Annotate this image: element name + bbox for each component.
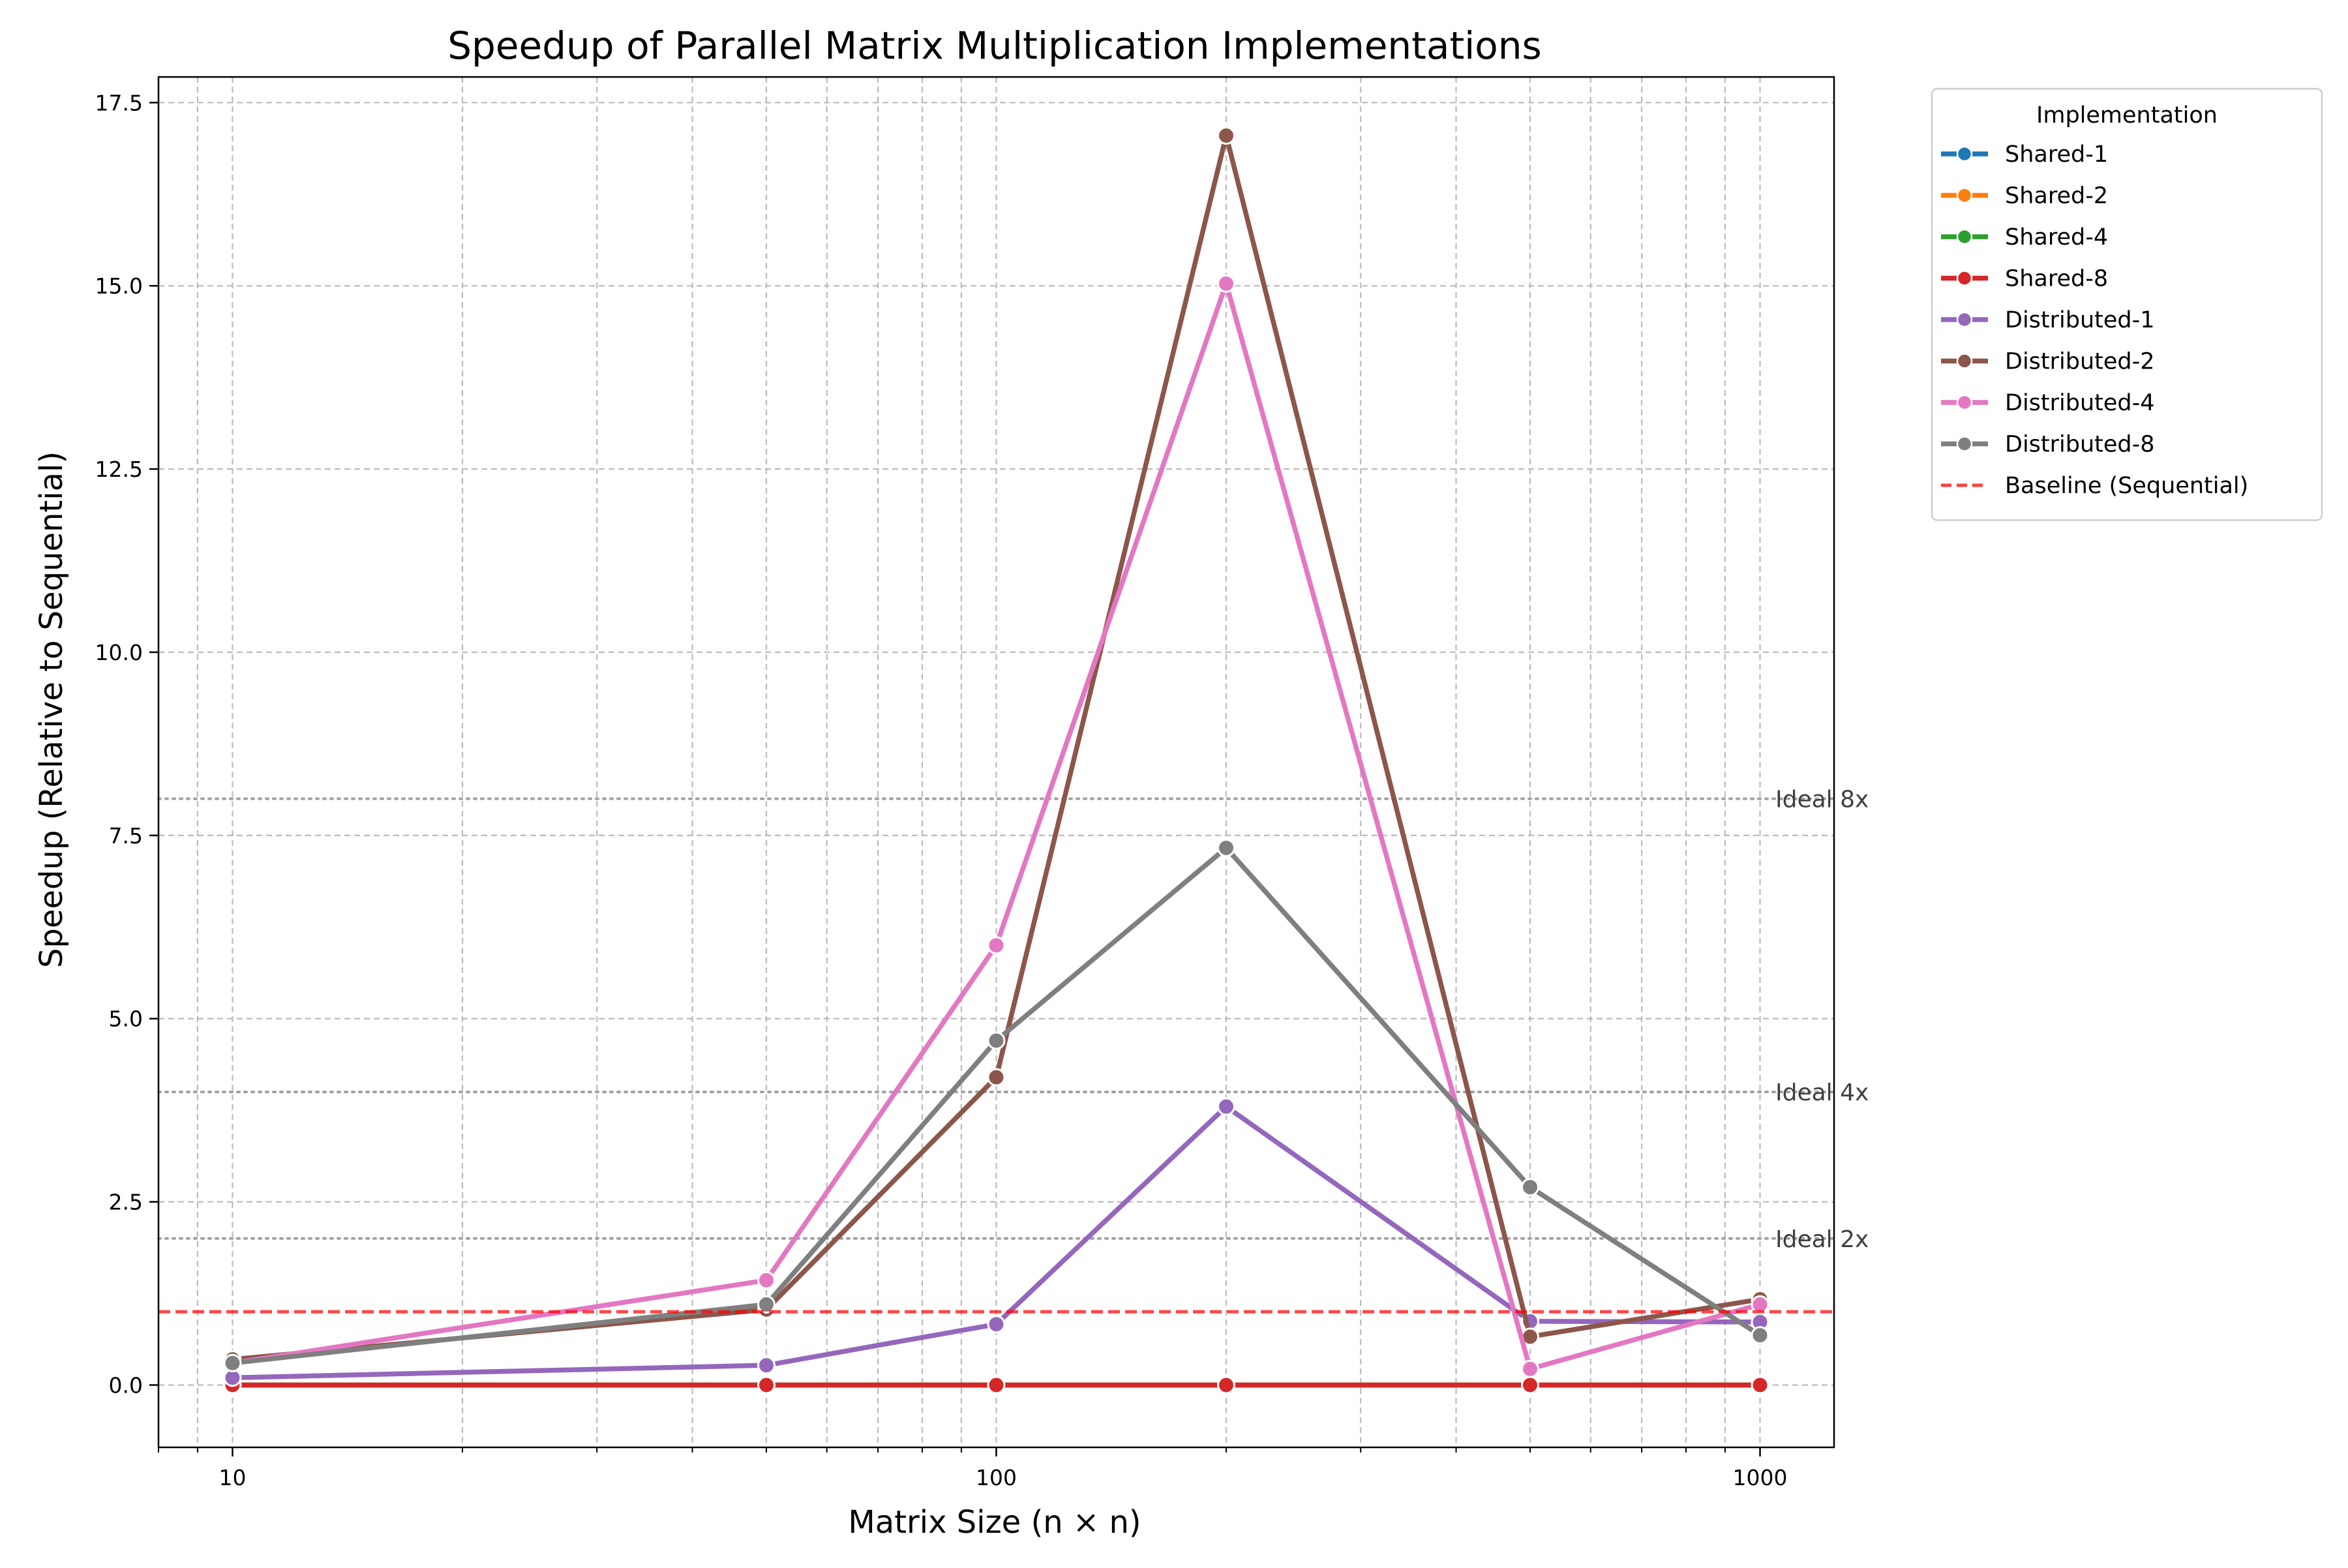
data-point (1217, 1376, 1236, 1395)
legend-item: Shared-4 (1941, 224, 2108, 250)
legend-label: Shared-8 (2005, 266, 2108, 292)
data-point (987, 936, 1006, 955)
legend-item: Shared-2 (1941, 183, 2108, 209)
ideal-reference-label: Ideal 8x (1775, 787, 1869, 813)
y-tick-label: 2.5 (109, 1190, 143, 1215)
legend-item: Baseline (Sequential) (1941, 473, 2248, 499)
axes: 10 100 1000 0.0 2.5 5.0 7.5 10.0 12.5 15.0 17.5 (95, 90, 1788, 1490)
legend-marker (1956, 228, 1973, 245)
legend-label: Distributed-8 (2005, 432, 2155, 458)
data-point (757, 1295, 775, 1314)
series-distributed-8 (223, 838, 1769, 1372)
legend-label: Baseline (Sequential) (2005, 473, 2248, 499)
series-line (230, 1104, 1763, 1381)
y-tick-label: 12.5 (95, 457, 143, 482)
data-point (757, 1271, 775, 1289)
series-layer (158, 126, 1834, 1395)
legend-item: Distributed-4 (1941, 390, 2155, 416)
y-tick-label: 10.0 (95, 640, 143, 665)
legend-item: Shared-1 (1941, 142, 2108, 168)
y-tick-label: 17.5 (95, 90, 143, 115)
legend-label: Distributed-4 (2005, 390, 2155, 416)
legend-marker (1956, 436, 1973, 452)
x-axis-label: Matrix Size (n × n) (848, 1504, 1141, 1541)
series-line (230, 133, 1763, 1362)
legend-marker (1956, 270, 1973, 286)
data-point (223, 1353, 242, 1372)
legend-item: Distributed-8 (1941, 432, 2155, 458)
data-point (1751, 1376, 1769, 1395)
y-tick-label: 15.0 (95, 273, 143, 299)
data-point (1217, 1097, 1236, 1116)
data-point (987, 1031, 1006, 1050)
series-shared-8 (223, 1376, 1769, 1395)
legend-box (1931, 87, 2323, 521)
ideal-reference-label: Ideal 4x (1775, 1079, 1869, 1106)
legend-label: Distributed-1 (2005, 307, 2155, 333)
legend-label: Shared-4 (2005, 224, 2108, 250)
legend-item: Shared-8 (1941, 266, 2108, 292)
chart-title: Speedup of Parallel Matrix Multiplicatio… (447, 23, 1542, 68)
data-point (1521, 1178, 1540, 1197)
legend-marker (1956, 394, 1973, 411)
legend-marker (1956, 353, 1973, 369)
legend-marker (1956, 187, 1973, 204)
y-tick-label: 0.0 (109, 1373, 143, 1398)
data-point (987, 1068, 1006, 1087)
y-tick-label: 7.5 (109, 823, 143, 849)
y-tick-label: 5.0 (109, 1006, 143, 1032)
data-point (757, 1356, 775, 1375)
legend-title: Implementation (2036, 102, 2218, 128)
data-point (1521, 1359, 1540, 1378)
x-tick-label: 10 (218, 1465, 246, 1490)
data-point (1217, 838, 1236, 857)
data-point (757, 1376, 775, 1395)
series-line (230, 281, 1763, 1372)
legend: Implementation Shared-1 Shared-2 Shared-4 Sh… (1931, 87, 2323, 521)
legend-marker (1956, 145, 1973, 162)
series-line (230, 845, 1763, 1366)
legend-item: Distributed-2 (1941, 349, 2155, 375)
x-tick-label: 100 (976, 1465, 1017, 1490)
data-point (1217, 274, 1236, 293)
legend-label: Distributed-2 (2005, 349, 2155, 375)
legend-item: Distributed-1 (1941, 307, 2155, 333)
legend-label: Shared-2 (2005, 183, 2108, 209)
reference-lines: Ideal 8x Ideal 4x Ideal 2x (157, 787, 1869, 1253)
legend-label: Shared-1 (2005, 142, 2108, 168)
ideal-reference-label: Ideal 2x (1775, 1226, 1869, 1253)
grid (157, 77, 1834, 1447)
y-axis-label: Speedup (Relative to Sequential) (33, 451, 70, 968)
data-point (1217, 126, 1236, 145)
data-point (1751, 1326, 1769, 1345)
data-point (1521, 1376, 1540, 1395)
x-tick-label: 1000 (1733, 1465, 1788, 1490)
legend-marker (1956, 311, 1973, 328)
data-point (987, 1376, 1006, 1395)
data-point (987, 1315, 1006, 1334)
